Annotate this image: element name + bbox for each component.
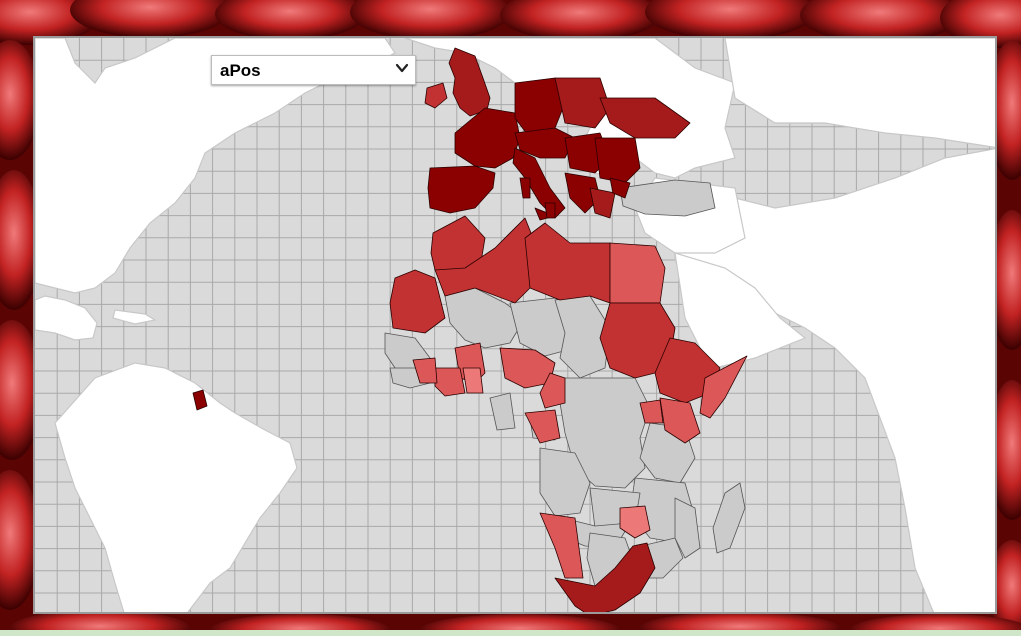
no-data-countries [384,179,746,587]
map-panel[interactable]: aPos [33,36,997,614]
choropleth-map[interactable] [35,38,997,614]
reported-countries [192,47,748,612]
layer-select[interactable]: aPos [211,55,416,85]
